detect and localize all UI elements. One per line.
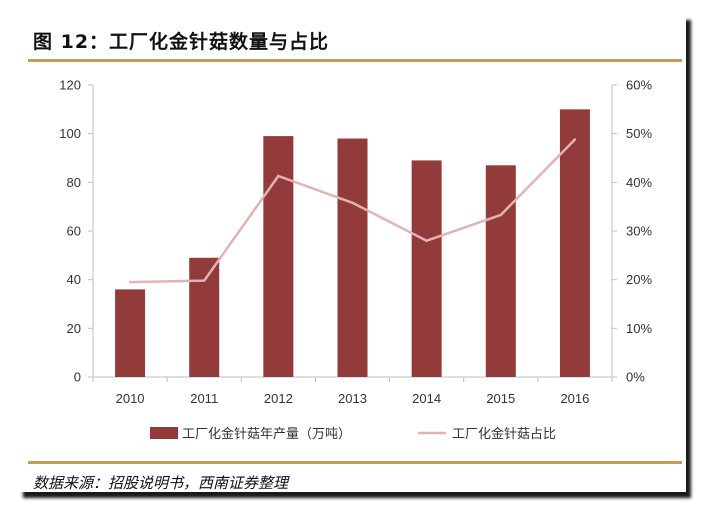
bar-series (115, 109, 590, 377)
right-tick-label: 0% (626, 370, 645, 385)
x-tick-label: 2014 (412, 391, 441, 406)
left-tick-label: 40 (67, 272, 81, 287)
share-point-2013 (351, 201, 354, 204)
x-tick-label: 2010 (116, 391, 145, 406)
left-tick-label: 100 (59, 126, 81, 141)
left-tick-label: 80 (67, 175, 81, 190)
title-divider (28, 59, 682, 62)
bar-2013 (337, 138, 368, 377)
share-point-2012 (277, 174, 280, 178)
bar-2015 (485, 165, 516, 377)
share-point-2010 (128, 280, 132, 284)
right-tick-label: 40% (626, 175, 652, 190)
bar-2012 (263, 136, 294, 377)
axes: 0 20 40 60 80 100 120 0% 10% 20% 30% 40% 50% 60% 2010 2… (59, 78, 652, 407)
right-tick-label: 50% (626, 126, 652, 141)
left-tick-label: 0 (74, 370, 81, 385)
x-tick-label: 2012 (264, 391, 293, 406)
right-tick-label: 60% (626, 78, 652, 93)
right-tick-label: 10% (626, 321, 652, 336)
footer-divider (28, 461, 682, 464)
bar-2014 (411, 160, 442, 377)
x-tick-label: 2015 (486, 391, 515, 406)
share-point-2011 (203, 279, 206, 282)
legend-bar-swatch (150, 427, 178, 439)
legend-bar-label: 工厂化金针菇年产量（万吨） (182, 426, 351, 442)
bar-2010 (115, 289, 146, 377)
x-tick-label: 2013 (338, 391, 367, 406)
left-tick-label: 20 (67, 321, 81, 336)
bar-2011 (189, 257, 220, 377)
share-point-2014 (425, 239, 428, 242)
left-tick-label: 120 (59, 78, 81, 93)
source-note: 数据来源：招股说明书，西南证券整理 (33, 474, 289, 492)
right-tick-label: 20% (626, 272, 652, 287)
x-tick-label: 2011 (190, 391, 218, 406)
right-tick-label: 30% (626, 224, 652, 239)
x-tick-label: 2016 (560, 391, 589, 406)
legend: 工厂化金针菇年产量（万吨） 工厂化金针菇占比 (150, 426, 556, 442)
share-point-2016 (573, 138, 577, 141)
left-tick-label: 60 (67, 224, 81, 239)
bar-2016 (559, 109, 590, 377)
figure-title: 图 12：工厂化金针菇数量与占比 (33, 31, 330, 53)
legend-line-label: 工厂化金针菇占比 (452, 426, 556, 442)
line-series (128, 138, 577, 284)
share-point-2015 (499, 213, 502, 217)
